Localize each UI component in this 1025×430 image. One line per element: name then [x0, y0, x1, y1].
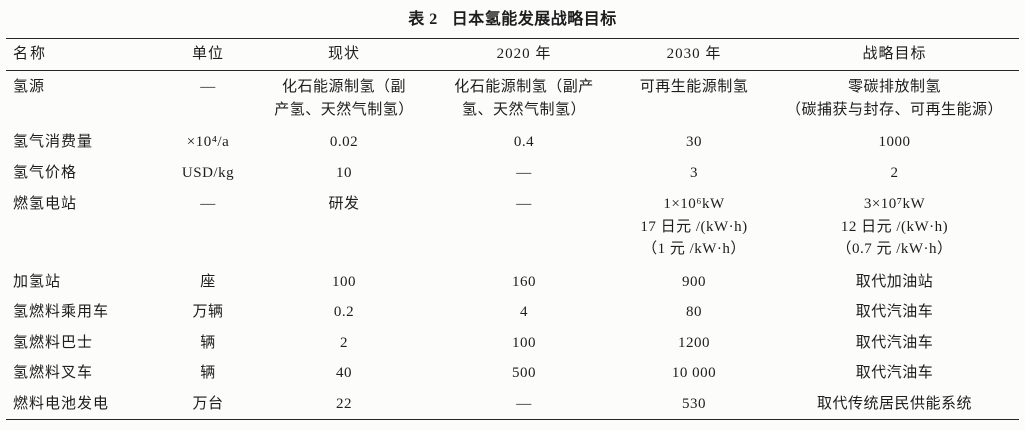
table-row-hydrogen-price: 氢气价格 USD/kg 10 — 3 2 — [6, 158, 1019, 189]
value-cell: 22 — [336, 395, 352, 412]
value-cell: 40 — [336, 365, 352, 381]
value-cell: 2 — [340, 334, 348, 351]
table-row-hydrogen-consumption: 氢气消费量 ×10⁴/a 0.02 0.4 30 1000 — [6, 127, 1019, 158]
value-cell: — — [516, 395, 532, 412]
value-cell: 1000 — [878, 134, 911, 150]
row-label-cell: 燃料电池发电 — [13, 395, 110, 412]
row-label-cell: 氢燃料巴士 — [13, 334, 94, 351]
paper-page: 表 2 日本氢能发展战略目标 名称 单位 现状 2020 年 2030 年 战略目… — [6, 0, 1019, 420]
value-cell: 取代加油站 — [855, 273, 934, 290]
row-label-cell: 燃氢电站 — [13, 196, 78, 212]
value-cell: 取代汽油车 — [855, 365, 934, 381]
hydrogen-strategy-table: 名称 单位 现状 2020 年 2030 年 战略目标 氢源 — 化石能源制氢（… — [6, 38, 1019, 420]
row-label-cell: 加氢站 — [13, 273, 62, 290]
column-header-current: 现状 — [258, 38, 430, 71]
value-cell: 160 — [512, 273, 536, 290]
value-cell: 化石能源制氢（副 产氢、天然气制氢） — [274, 79, 414, 118]
value-cell: 4 — [520, 304, 528, 320]
table-row-fuel-cell-power: 燃料电池发电 万台 22 — 530 取代传统居民供能系统 — [6, 389, 1019, 420]
value-cell: 100 — [332, 273, 356, 290]
column-header-2020: 2020 年 — [430, 38, 618, 71]
column-header-strategy-goal: 战略目标 — [770, 38, 1019, 71]
value-cell: — — [200, 196, 216, 212]
table-number: 表 2 — [408, 11, 438, 28]
table-row-bus: 氢燃料巴士 辆 2 100 1200 取代汽油车 — [6, 328, 1019, 359]
column-header-2030: 2030 年 — [618, 38, 770, 71]
table-row-hydrogen-source: 氢源 — 化石能源制氢（副 产氢、天然气制氢） 化石能源制氢（副产 氢、天然气制… — [6, 71, 1019, 128]
value-cell: 500 — [512, 365, 536, 381]
row-label-cell: 氢燃料叉车 — [13, 365, 94, 381]
value-cell: 零碳排放制氢 （碳捕获与封存、可再生能源） — [785, 79, 1003, 118]
header-row: 名称 单位 现状 2020 年 2030 年 战略目标 — [6, 38, 1019, 71]
value-cell: — — [200, 79, 216, 95]
value-cell: 3 — [690, 164, 698, 181]
value-cell: 万台 — [192, 395, 224, 412]
value-cell: 可再生能源制氢 — [639, 79, 749, 95]
value-cell: 0.4 — [513, 134, 535, 150]
value-cell: 30 — [686, 134, 702, 150]
table-caption: 表 2 日本氢能发展战略目标 — [6, 10, 1019, 30]
value-cell: 万辆 — [192, 304, 224, 320]
value-cell: 辆 — [200, 365, 216, 381]
row-label-cell: 氢燃料乘用车 — [13, 304, 110, 320]
value-cell: 辆 — [200, 334, 216, 351]
value-cell: 取代汽油车 — [855, 334, 934, 351]
value-cell: 取代传统居民供能系统 — [816, 395, 972, 412]
value-cell: 0.2 — [333, 304, 355, 320]
value-cell: — — [516, 164, 532, 181]
value-cell: 取代汽油车 — [855, 304, 934, 320]
value-cell: 1200 — [678, 334, 710, 351]
table-row-refueling-station: 加氢站 座 100 160 900 取代加油站 — [6, 267, 1019, 298]
value-cell: ×10⁴/a — [186, 134, 230, 150]
value-cell: 2 — [890, 164, 899, 181]
table-row-forklift: 氢燃料叉车 辆 40 500 10 000 取代汽油车 — [6, 358, 1019, 389]
value-cell: 10 000 — [671, 365, 717, 381]
value-cell: 1×10⁶kW 17 日元 /(kW·h) （1 元 /kW·h） — [640, 196, 748, 257]
value-cell: 530 — [682, 395, 706, 412]
value-cell: 研发 — [328, 196, 360, 212]
value-cell: — — [516, 196, 532, 212]
value-cell: 10 — [336, 164, 352, 181]
column-header-name: 名称 — [6, 38, 158, 71]
value-cell: 3×10⁷kW 12 日元 /(kW·h) （0.7 元 /kW·h） — [836, 196, 953, 257]
row-label-cell: 氢源 — [13, 79, 46, 95]
value-cell: 化石能源制氢（副产 氢、天然气制氢） — [454, 79, 594, 118]
table-row-passenger-car: 氢燃料乘用车 万辆 0.2 4 80 取代汽油车 — [6, 297, 1019, 328]
table-row-hydrogen-power-station: 燃氢电站 — 研发 — 1×10⁶kW 17 日元 /(kW·h) （1 元 /… — [6, 188, 1019, 267]
value-cell: 0.02 — [329, 134, 359, 150]
value-cell: 100 — [512, 334, 536, 351]
row-label-cell: 氢气消费量 — [13, 134, 94, 150]
value-cell: 900 — [682, 273, 706, 290]
value-cell: 80 — [686, 304, 702, 320]
column-header-unit: 单位 — [158, 38, 258, 71]
value-cell: USD/kg — [181, 164, 235, 181]
row-label-cell: 氢气价格 — [13, 164, 78, 181]
table-title: 日本氢能发展战略目标 — [451, 11, 617, 28]
value-cell: 座 — [200, 273, 216, 290]
